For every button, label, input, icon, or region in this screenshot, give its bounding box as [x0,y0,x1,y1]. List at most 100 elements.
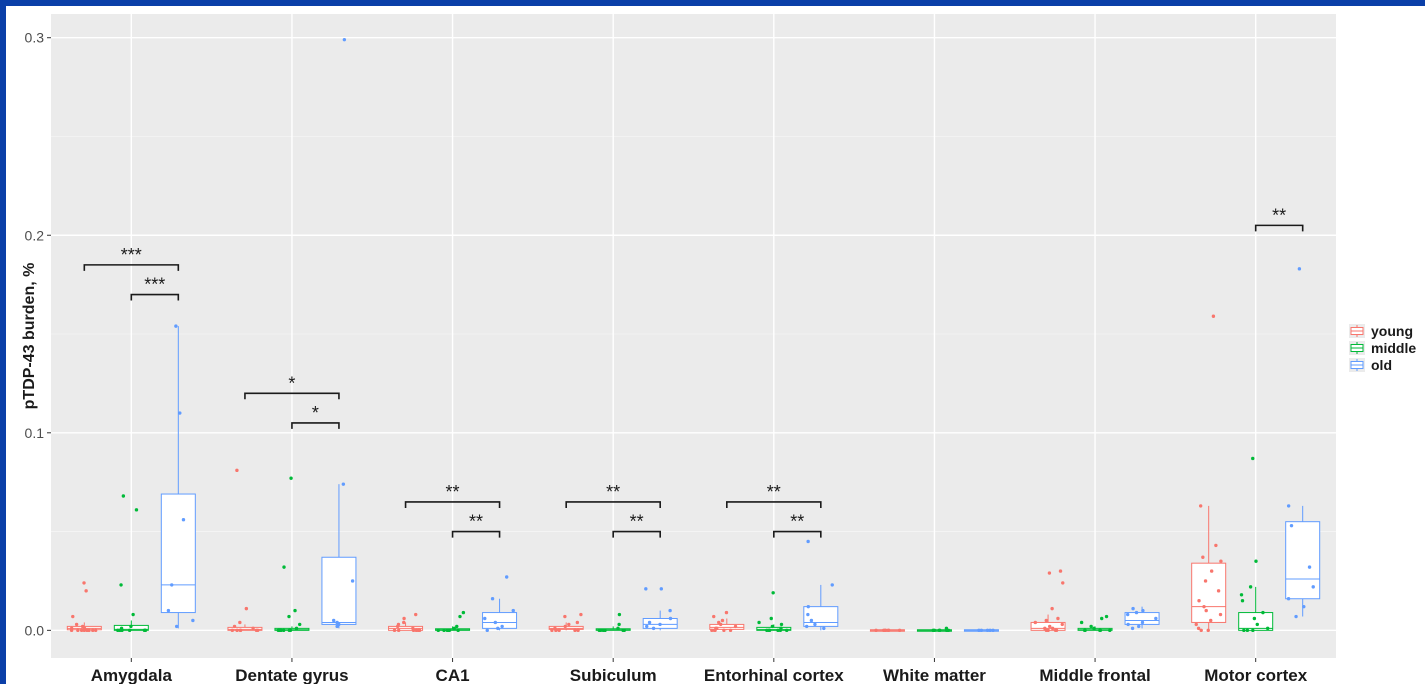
data-point [647,620,652,625]
data-point [1294,614,1298,619]
data-point [1083,628,1087,633]
data-point [1209,569,1214,573]
significance-label: * [288,373,295,393]
data-point [1141,608,1145,613]
data-point [806,604,810,609]
significance-label: *** [121,245,142,265]
data-point [668,608,672,613]
data-point [276,628,281,633]
data-point [617,612,622,617]
data-point [804,624,809,629]
data-point [621,628,625,633]
data-point [1218,612,1223,617]
data-point [238,620,242,625]
data-point [251,626,255,631]
data-point [830,583,834,587]
data-point [1255,622,1259,627]
data-point [178,411,182,415]
data-point [93,628,98,633]
significance-label: * [312,403,319,423]
significance-bracket [291,422,340,429]
data-point [1206,628,1210,633]
significance-label: *** [144,275,165,295]
data-point [452,626,456,631]
data-point [91,628,95,633]
data-point [1289,523,1294,528]
data-point [1134,610,1139,615]
data-point [1240,599,1245,603]
data-point [1307,565,1312,569]
data-point [232,624,237,629]
data-point [1054,628,1059,633]
x-tick-label: Middle frontal [1039,666,1150,684]
data-point [757,620,761,625]
data-point [342,37,347,42]
data-point [456,628,460,633]
data-point [174,624,179,629]
data-point [485,628,489,633]
data-point [1050,626,1055,631]
legend-label: young [1371,323,1413,339]
data-point [1219,559,1223,563]
data-point [396,628,401,633]
box-rect [1191,562,1227,623]
data-point [1311,585,1315,589]
data-point [575,620,580,625]
data-point [822,626,826,631]
data-point [938,628,942,633]
data-point [331,618,336,623]
data-point [490,597,495,601]
y-tick-label: 0.1 [25,425,45,441]
data-point [779,622,784,627]
data-point [1126,612,1130,617]
data-point [511,608,515,613]
data-point [76,628,80,633]
data-point [946,628,951,633]
data-point [143,628,147,633]
y-tick-label: 0.3 [25,30,45,46]
data-point [395,624,400,629]
data-point [813,622,817,627]
data-point [770,624,775,629]
data-point [1100,616,1104,621]
data-point [298,622,302,627]
significance-bracket [565,501,661,508]
y-tick-label: 0.2 [25,227,45,243]
data-point [776,628,780,633]
x-tick-label: Amygdala [91,666,173,684]
data-point [644,587,648,591]
chart-frame: 0.0 0.1 0.2 0.3 Amygdala Dentate gyrus CA1 Subi… [6,6,1425,684]
box-plot: 0.0 0.1 0.2 0.3 Amygdala Dentate gyrus CA1 Subi… [21,14,1416,684]
data-point [1265,626,1270,631]
data-point [191,618,195,623]
data-point [461,610,466,615]
data-point [1242,628,1246,633]
data-point [722,628,726,633]
x-tick-label: Dentate gyrus [235,666,348,684]
data-point [166,608,171,613]
data-point [724,610,729,615]
data-point [710,628,714,633]
data-point [1201,555,1205,559]
data-point [1137,624,1141,629]
data-point [563,614,567,619]
data-point [713,628,717,633]
data-point [645,624,649,629]
data-point [436,628,440,633]
significance-bracket [83,264,180,271]
data-point [287,614,291,619]
data-point [120,628,124,633]
box-rect [482,612,518,629]
data-point [576,628,580,633]
data-point [767,628,772,633]
data-point [1239,593,1244,597]
data-point [131,612,135,617]
data-point [1286,504,1291,508]
data-point [82,581,86,585]
data-point [1044,618,1048,623]
data-point [1079,620,1084,625]
data-point [778,628,783,633]
data-point [550,628,554,633]
data-point [598,628,603,633]
data-point [712,614,716,619]
